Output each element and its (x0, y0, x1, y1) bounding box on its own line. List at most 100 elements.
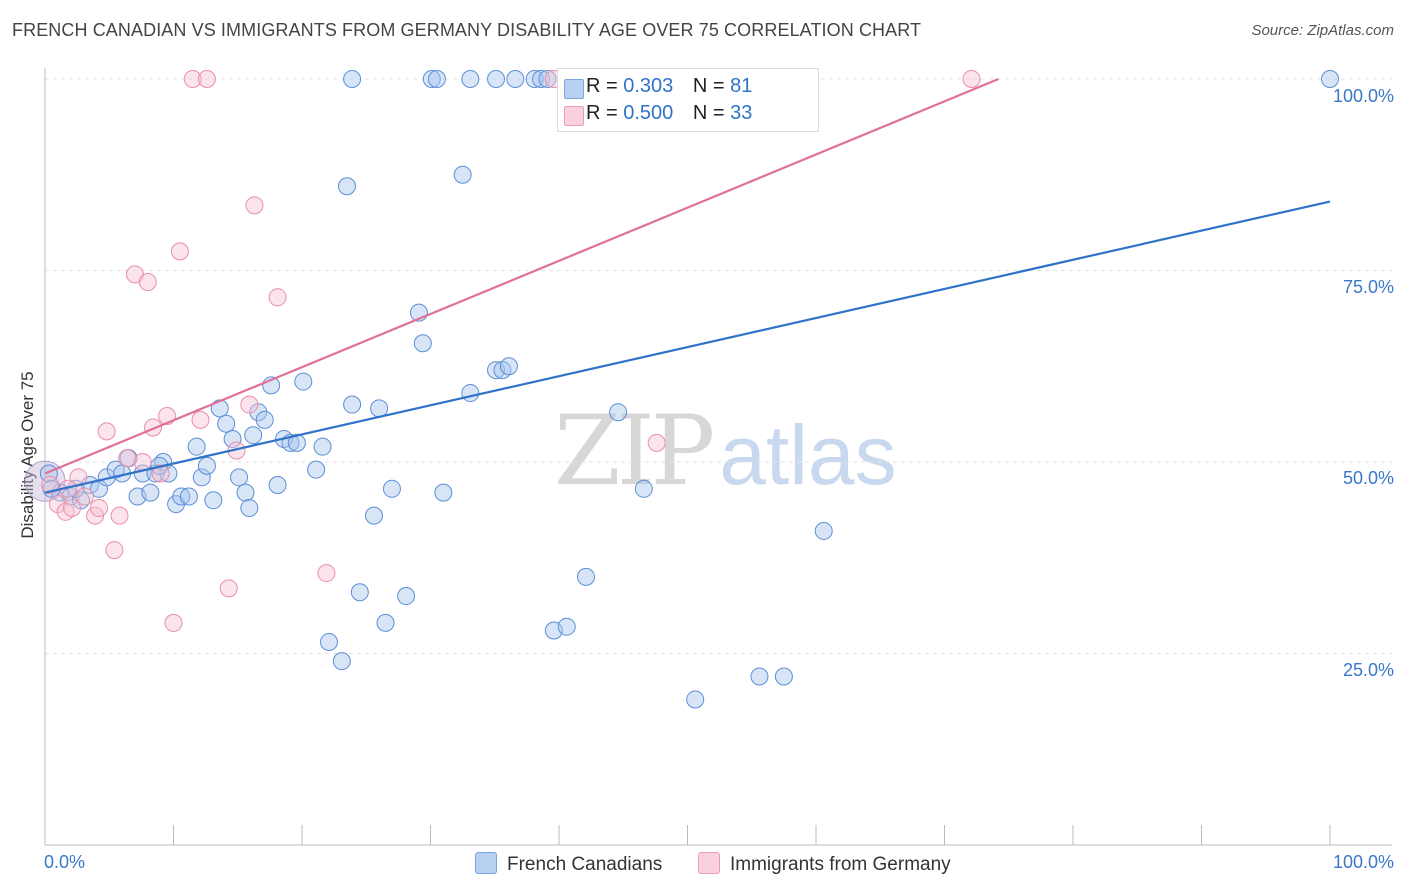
french-canadians-point (499, 357, 518, 376)
legend-n-value: 33 (730, 102, 753, 124)
legend-r-value: 0.303 (623, 75, 674, 97)
immigrants-germany-point (240, 395, 259, 414)
immigrants-germany-point (62, 498, 81, 517)
french-canadians-point (397, 587, 416, 606)
french-canadians-point (319, 633, 338, 652)
immigrants-germany-trend-line (44, 77, 999, 475)
french-canadians-point (294, 372, 313, 391)
immigrants-germany-point (219, 579, 238, 598)
french-canadians-point (337, 177, 356, 196)
legend-row-immigrants-germany: R = 0.500 N = 33 (564, 102, 753, 126)
french-canadians-point (422, 70, 441, 88)
french-canadians-point (187, 437, 206, 456)
immigrants-germany-point (962, 70, 981, 88)
x-tick-max: 100.0% (1332, 852, 1394, 872)
immigrants-germany-point (183, 70, 202, 88)
correlation-legend: R = 0.303 N = 81 R = 0.500 N = 33 (557, 68, 819, 132)
french-canadians-point (538, 70, 557, 88)
x-tick-min: 0.0% (44, 852, 86, 872)
french-canadians-point (370, 399, 389, 418)
immigrants-germany-point (110, 506, 129, 525)
legend-n-label: N = (692, 75, 725, 97)
y-tick-100: 100.0% (1332, 86, 1394, 106)
french-canadians-point (210, 399, 229, 418)
french-canadians-point (750, 667, 769, 686)
french-canadians-point (343, 70, 362, 88)
immigrants-germany-point (143, 418, 162, 437)
french-canadians-point (557, 617, 576, 636)
french-canadians-trend-line (44, 200, 1331, 494)
immigrants-germany-point (118, 449, 137, 468)
french-canadians-point (506, 70, 525, 88)
immigrants-germany-point (245, 196, 264, 215)
watermark-atlas: atlas (719, 408, 897, 502)
immigrants-germany-point (191, 410, 210, 429)
y-tick-50: 50.0% (1342, 468, 1394, 488)
immigrants-germany-point (48, 495, 67, 514)
y-tick-75: 75.0% (1342, 277, 1394, 297)
french-canadians-point (141, 483, 160, 502)
bottom-legend-french-canadians: French Canadians (475, 852, 662, 876)
immigrants-germany-point (89, 498, 108, 517)
french-canadians-point (240, 498, 259, 517)
legend-row-french-canadians: R = 0.303 N = 81 (564, 75, 753, 99)
french-canadians-point (268, 475, 287, 494)
chart-title: FRENCH CANADIAN VS IMMIGRANTS FROM GERMA… (12, 20, 922, 40)
french-canadians-point (461, 384, 480, 403)
watermark: ZIPatlas (554, 395, 897, 507)
immigrants-germany-point (138, 272, 157, 291)
french-canadians-point (307, 460, 326, 479)
legend-r-label: R = (586, 102, 618, 124)
french-canadians-point (376, 613, 395, 632)
immigrants-germany-point (97, 422, 116, 441)
french-canadians-point (382, 479, 401, 498)
y-tick-25: 25.0% (1342, 660, 1394, 680)
bottom-legend-swatch-pink (698, 852, 720, 874)
french-canadians-point (364, 506, 383, 525)
immigrants-germany-point (41, 475, 60, 494)
immigrants-germany-point (105, 541, 124, 560)
french-canadians-point (532, 70, 551, 88)
french-canadians-point (576, 567, 595, 586)
immigrants-germany-point (75, 487, 94, 506)
french-canadians-point (332, 652, 351, 671)
legend-swatch-blue (564, 79, 584, 99)
legend-n-value: 81 (730, 75, 753, 97)
french-canadians-point (434, 483, 453, 502)
french-canadians-point (287, 433, 306, 452)
french-canadians-point (774, 667, 793, 686)
bottom-legend-immigrants-germany: Immigrants from Germany (698, 852, 951, 876)
french-canadians-point (172, 487, 191, 506)
french-canadians-point (1321, 70, 1339, 88)
french-canadians-point (461, 70, 480, 88)
immigrants-germany-point (268, 288, 287, 307)
french-canadians-point (686, 690, 705, 709)
french-canadians-point (255, 410, 274, 429)
french-canadians-point (179, 487, 198, 506)
french-canadians-point (453, 165, 472, 184)
source-label: Source: ZipAtlas.com (1251, 22, 1394, 39)
immigrants-germany-point (317, 564, 336, 583)
french-canadians-point (249, 403, 268, 422)
french-canadians-point (230, 468, 249, 487)
french-canadians-point (244, 426, 263, 445)
watermark-zip: ZIP (554, 395, 715, 507)
french-canadians-point (204, 491, 223, 510)
bottom-legend-label: Immigrants from Germany (730, 854, 951, 875)
legend-n-label: N = (692, 102, 725, 124)
legend-r-value: 0.500 (623, 102, 674, 124)
bottom-legend-swatch-blue (475, 852, 497, 874)
immigrants-germany-point (151, 464, 170, 483)
immigrants-germany-point (647, 433, 666, 452)
french-canadians-point (487, 70, 506, 88)
immigrants-germany-point (133, 453, 152, 471)
french-canadians-point (217, 414, 236, 433)
immigrants-germany-point (197, 70, 216, 88)
french-canadians-point (413, 334, 432, 353)
french-canadians-point (236, 483, 255, 502)
french-canadians-point (814, 521, 833, 540)
french-canadians-point (223, 430, 242, 449)
french-canadians-point (192, 468, 211, 487)
french-canadians-point (634, 479, 653, 498)
